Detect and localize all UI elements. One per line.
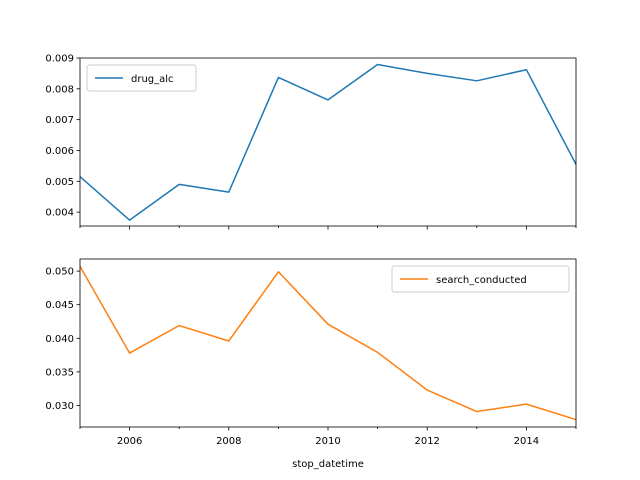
x-axis-label: stop_datetime [292,459,364,470]
x-tick-label: 2014 [514,436,539,447]
y-tick-label: 0.008 [45,84,74,95]
x-tick-label: 2012 [414,436,439,447]
legend-box [86,64,197,92]
search-conducted-panel: 0.030 0.035 0.040 0.045 0.050 2006 2008 2010 201… [45,258,577,470]
x-tick-label: 2008 [216,436,241,447]
y-tick-label: 0.035 [45,367,74,378]
x-tick-label: 2006 [117,436,142,447]
y-tick-label: 0.045 [45,300,74,311]
y-tick-label: 0.030 [45,401,74,412]
y-tick-label: 0.050 [45,267,74,278]
drug-alc-panel: 0.004 0.005 0.006 0.007 0.008 0.009 drug_alc [45,54,577,230]
x-tick-label: 2010 [315,436,340,447]
legend-label: drug_alc [131,74,174,85]
y-tick-label: 0.005 [45,177,74,188]
series-line-drug_alc [80,63,576,221]
y-tick-label: 0.007 [45,115,74,126]
y-tick-label: 0.006 [45,146,74,157]
y-tick-label: 0.009 [45,54,74,65]
series-line-search_conducted [80,265,576,421]
y-tick-label: 0.040 [45,334,74,345]
y-tick-label: 0.004 [45,208,74,219]
legend-box [391,265,570,293]
legend-label: search_conducted [436,275,527,286]
